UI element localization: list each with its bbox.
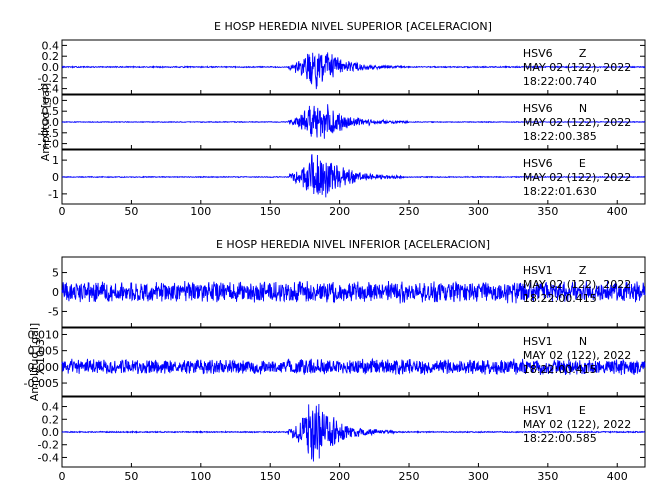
x-tick-label: 50 bbox=[124, 470, 138, 483]
time-label: 18:22:00.415 bbox=[523, 292, 597, 305]
station-label: HSV6 bbox=[523, 47, 553, 60]
chart-title-superior: E HOSP HEREDIA NIVEL SUPERIOR [ACELERACI… bbox=[214, 20, 492, 33]
date-label: MAY 02 (122), 2022 bbox=[523, 61, 631, 74]
x-tick-label: 300 bbox=[468, 470, 489, 483]
y-tick-label: -0.2 bbox=[38, 439, 59, 452]
x-tick-label: 300 bbox=[468, 205, 489, 218]
y-tick-label: -1 bbox=[48, 188, 59, 201]
time-label: 18:22:00.740 bbox=[523, 75, 597, 88]
time-label: 18:22:00.415 bbox=[523, 363, 597, 376]
x-tick-label: 200 bbox=[329, 205, 350, 218]
y-tick-label: 0.0 bbox=[42, 61, 60, 74]
x-tick-label: 0 bbox=[59, 470, 66, 483]
y-tick-label: 0.5 bbox=[42, 105, 60, 118]
x-tick-label: 0 bbox=[59, 205, 66, 218]
chart-title-inferior: E HOSP HEREDIA NIVEL INFERIOR [ACELERACI… bbox=[216, 238, 490, 251]
y-tick-label: 0.0 bbox=[42, 116, 60, 129]
date-label: MAY 02 (122), 2022 bbox=[523, 171, 631, 184]
x-tick-label: 200 bbox=[329, 470, 350, 483]
date-label: MAY 02 (122), 2022 bbox=[523, 116, 631, 129]
y-axis-label: Amplitud [gal] bbox=[39, 83, 52, 161]
x-tick-label: 150 bbox=[260, 205, 281, 218]
y-tick-label: -0.005 bbox=[24, 377, 59, 390]
component-label: N bbox=[579, 335, 587, 348]
station-label: HSV1 bbox=[523, 264, 553, 277]
waveform-series bbox=[61, 280, 646, 304]
y-tick-label: -0.4 bbox=[38, 83, 59, 96]
component-label: Z bbox=[579, 47, 587, 60]
waveform-series bbox=[61, 52, 646, 90]
x-tick-label: 400 bbox=[607, 205, 628, 218]
y-tick-label: 5 bbox=[52, 267, 59, 280]
x-tick-label: 350 bbox=[537, 205, 558, 218]
y-tick-label: 0.010 bbox=[28, 328, 60, 341]
y-tick-label: 0 bbox=[52, 286, 59, 299]
time-label: 18:22:01.630 bbox=[523, 185, 597, 198]
component-label: E bbox=[579, 157, 586, 170]
y-tick-label: 0.2 bbox=[42, 50, 60, 63]
x-tick-label: 250 bbox=[399, 205, 420, 218]
y-tick-label: 0.4 bbox=[42, 39, 60, 52]
x-tick-label: 150 bbox=[260, 470, 281, 483]
y-axis-label: Amplitud [gal] bbox=[28, 323, 41, 401]
station-label: HSV6 bbox=[523, 102, 553, 115]
component-label: E bbox=[579, 404, 586, 417]
x-tick-label: 350 bbox=[537, 470, 558, 483]
x-tick-label: 50 bbox=[124, 205, 138, 218]
y-tick-label: 1 bbox=[52, 154, 59, 167]
y-tick-label: 0.000 bbox=[28, 361, 60, 374]
x-tick-label: 100 bbox=[190, 470, 211, 483]
waveform-series bbox=[61, 154, 646, 198]
date-label: MAY 02 (122), 2022 bbox=[523, 349, 631, 362]
y-tick-label: 0 bbox=[52, 171, 59, 184]
y-tick-label: 0.2 bbox=[42, 413, 60, 426]
y-tick-label: 0.0 bbox=[42, 426, 60, 439]
waveform-series bbox=[61, 104, 646, 139]
x-tick-label: 100 bbox=[190, 205, 211, 218]
y-tick-label: 0.005 bbox=[28, 345, 60, 358]
x-tick-label: 400 bbox=[607, 470, 628, 483]
y-tick-label: -0.2 bbox=[38, 72, 59, 85]
component-label: Z bbox=[579, 264, 587, 277]
y-tick-label: 0.4 bbox=[42, 401, 60, 414]
y-tick-label: -0.4 bbox=[38, 451, 59, 464]
date-label: MAY 02 (122), 2022 bbox=[523, 418, 631, 431]
y-tick-label: -5 bbox=[48, 305, 59, 318]
y-tick-label: -1.0 bbox=[38, 138, 59, 151]
date-label: MAY 02 (122), 2022 bbox=[523, 278, 631, 291]
y-tick-label: 1.0 bbox=[42, 94, 60, 107]
waveform-series bbox=[61, 357, 646, 376]
station-label: HSV1 bbox=[523, 335, 553, 348]
y-exponent-label: X 10-3 bbox=[34, 339, 47, 375]
waveform-series bbox=[61, 403, 646, 462]
x-tick-label: 250 bbox=[399, 470, 420, 483]
station-label: HSV1 bbox=[523, 404, 553, 417]
time-label: 18:22:00.585 bbox=[523, 432, 597, 445]
y-tick-label: -0.5 bbox=[38, 127, 59, 140]
time-label: 18:22:00.385 bbox=[523, 130, 597, 143]
component-label: N bbox=[579, 102, 587, 115]
station-label: HSV6 bbox=[523, 157, 553, 170]
